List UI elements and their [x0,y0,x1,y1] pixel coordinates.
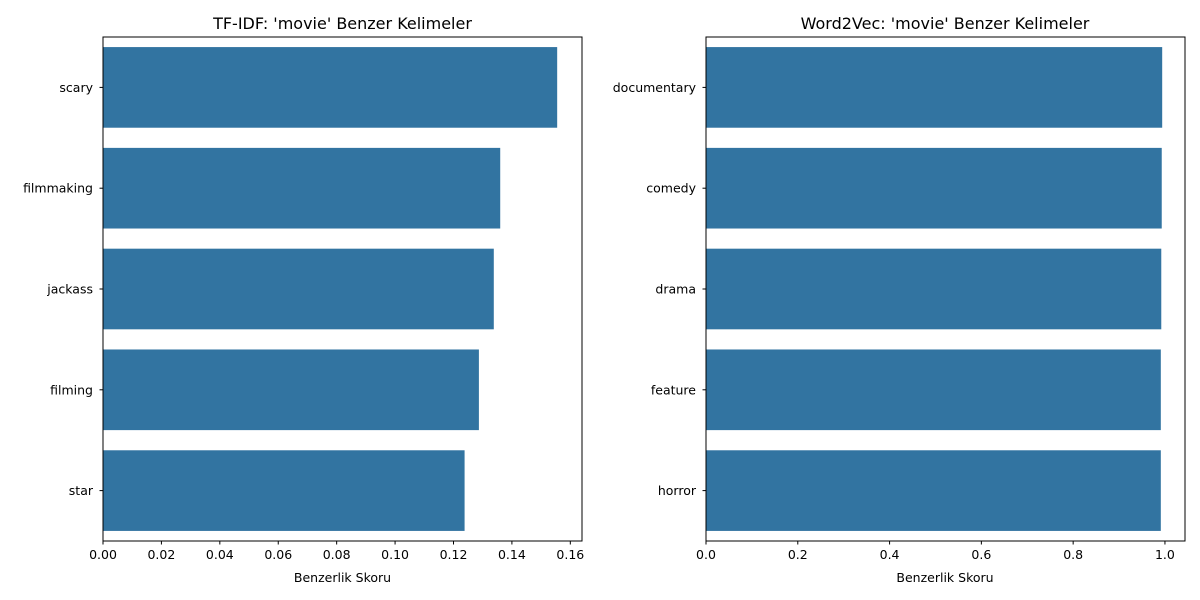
tfidf-chart: TF-IDF: 'movie' Benzer Kelimeler scary fi… [23,14,584,585]
word2vec-bar-3 [706,349,1161,431]
word2vec-x-tick-label: 0.6 [971,547,991,562]
tfidf-y-tick-label: star [69,483,94,498]
tfidf-y-ticks: scary filmmaking jackass filming star [23,80,103,498]
word2vec-x-tick-label: 1.0 [1155,547,1175,562]
tfidf-x-tick-label: 0.12 [440,547,468,562]
tfidf-y-tick-label: scary [59,80,93,95]
tfidf-bars [103,47,558,531]
tfidf-x-tick-label: 0.08 [323,547,351,562]
tfidf-x-ticks: 0.00 0.02 0.04 0.06 0.08 0.10 0.12 0.14 0.16 [89,541,584,562]
tfidf-bar-4 [103,450,465,531]
tfidf-x-tick-label: 0.06 [264,547,292,562]
word2vec-x-tick-label: 0.8 [1063,547,1083,562]
tfidf-bar-3 [103,349,479,431]
tfidf-x-tick-label: 0.04 [206,547,234,562]
word2vec-bars [706,47,1163,531]
tfidf-plot-frame [102,36,583,542]
tfidf-y-tick-label: jackass [46,282,93,297]
word2vec-y-tick-label: comedy [646,181,696,196]
word2vec-bar-2 [706,248,1162,330]
word2vec-y-tick-label: horror [658,483,697,498]
word2vec-bar-0 [706,47,1163,128]
word2vec-chart: Word2Vec: 'movie' Benzer Kelimeler docum… [613,14,1186,585]
word2vec-x-tick-label: 0.4 [880,547,900,562]
word2vec-bar-1 [706,147,1162,229]
tfidf-x-tick-label: 0.02 [147,547,175,562]
tfidf-bar-2 [103,248,494,330]
word2vec-x-axis-label: Benzerlik Skoru [896,570,993,585]
word2vec-x-tick-label: 0.2 [788,547,808,562]
word2vec-y-tick-label: feature [651,382,696,397]
word2vec-y-tick-label: drama [655,282,696,297]
tfidf-x-tick-label: 0.14 [498,547,526,562]
tfidf-x-tick-label: 0.10 [381,547,409,562]
tfidf-y-tick-label: filmmaking [23,181,93,196]
tfidf-x-tick-label: 0.16 [556,547,584,562]
tfidf-bar-1 [103,147,501,229]
word2vec-y-tick-label: documentary [613,80,697,95]
tfidf-x-axis-label: Benzerlik Skoru [294,570,391,585]
word2vec-chart-title: Word2Vec: 'movie' Benzer Kelimeler [801,14,1090,33]
tfidf-bar-0 [103,47,558,128]
word2vec-x-tick-label: 0.0 [696,547,716,562]
tfidf-x-tick-label: 0.00 [89,547,117,562]
word2vec-plot-frame [705,36,1186,542]
tfidf-chart-title: TF-IDF: 'movie' Benzer Kelimeler [212,14,472,33]
word2vec-y-ticks: documentary comedy drama feature horror [613,80,706,498]
word2vec-bar-4 [706,450,1161,531]
tfidf-y-tick-label: filming [50,382,93,397]
word2vec-x-ticks: 0.0 0.2 0.4 0.6 0.8 1.0 [696,541,1175,562]
